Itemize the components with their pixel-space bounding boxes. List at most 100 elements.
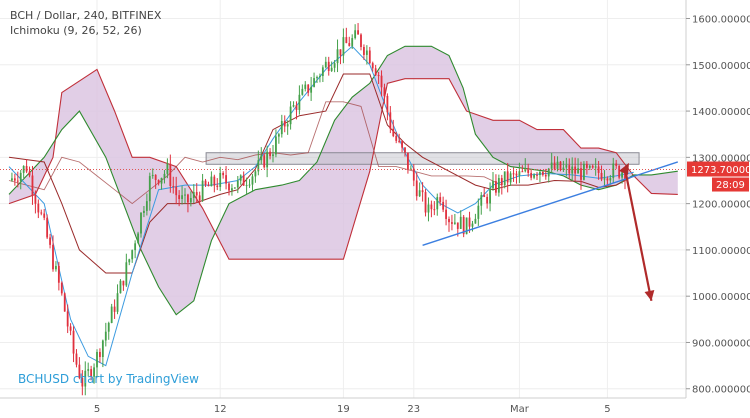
- symbol-title[interactable]: BCH / Dollar, 240, BITFINEX: [10, 9, 162, 22]
- candle-down: [430, 204, 433, 210]
- candle-down: [57, 265, 60, 283]
- candle-up: [257, 160, 260, 172]
- candle-down: [357, 30, 359, 35]
- candle-up: [201, 180, 204, 201]
- y-tick-label: 1100.000000: [692, 246, 750, 257]
- candle-down: [213, 176, 216, 186]
- candle-down: [615, 163, 618, 166]
- candle-up: [266, 151, 269, 168]
- time-axis[interactable]: 5 12 19 23 Mar 5: [0, 397, 686, 415]
- candle-up: [603, 178, 606, 180]
- candle-down: [624, 172, 626, 180]
- candle-up: [145, 201, 148, 211]
- indicator-title[interactable]: Ichimoku (9, 26, 52, 26): [10, 24, 142, 37]
- candle-down: [495, 181, 497, 193]
- candle-down: [187, 194, 189, 203]
- candle-down: [445, 209, 447, 219]
- candle-down: [195, 192, 198, 196]
- candle-up: [436, 197, 439, 210]
- candle-up: [131, 250, 134, 260]
- candle-up: [313, 78, 315, 87]
- resistance-zone: [205, 152, 640, 165]
- candle-down: [448, 218, 450, 223]
- candle-up: [497, 178, 500, 193]
- y-tick-label: 1000.000000: [692, 292, 750, 303]
- candle-down: [222, 172, 225, 176]
- candle-down: [606, 178, 609, 181]
- candle-up: [181, 195, 183, 200]
- candle-down: [374, 68, 377, 76]
- candle-up: [477, 205, 480, 219]
- candle-up: [148, 176, 151, 202]
- candle-up: [333, 63, 336, 68]
- candle-down: [269, 151, 271, 157]
- candle-down: [404, 147, 406, 153]
- candle-down: [585, 163, 588, 168]
- ascending-trendline: [422, 161, 679, 246]
- candle-up: [192, 192, 195, 198]
- candle-up: [260, 155, 263, 161]
- candle-up: [550, 162, 553, 169]
- candle-down: [175, 186, 178, 196]
- candle-up: [547, 168, 550, 177]
- candle-up: [231, 188, 233, 191]
- candle-up: [184, 194, 186, 196]
- candle-up: [119, 280, 122, 294]
- forecast-arrow-head: [644, 290, 655, 301]
- candle-down: [401, 141, 403, 148]
- candle-up: [565, 165, 568, 168]
- candle-down: [216, 185, 219, 187]
- candle-down: [468, 217, 471, 227]
- senkou-span-b-line: [8, 68, 678, 260]
- candle-up: [107, 322, 110, 332]
- candle-up: [137, 233, 139, 244]
- price-axis[interactable]: 800.000000 900.000000 1000.000000 1100.0000…: [685, 0, 750, 418]
- candle-up: [588, 165, 591, 168]
- candle-down: [307, 84, 310, 93]
- candle-up: [292, 105, 295, 107]
- candle-up: [342, 37, 345, 56]
- candle-down: [66, 311, 69, 327]
- candle-down: [424, 192, 427, 213]
- candle-up: [336, 49, 339, 64]
- candle-down: [544, 174, 547, 177]
- candle-up: [298, 94, 301, 110]
- candle-down: [506, 171, 509, 183]
- candle-up: [492, 181, 494, 189]
- candle-down: [383, 87, 386, 96]
- candle-up: [539, 171, 541, 176]
- candle-down: [16, 180, 19, 182]
- x-tick-label: 5: [94, 404, 100, 415]
- candle-up: [104, 331, 107, 341]
- candle-down: [500, 178, 503, 186]
- candle-down: [433, 209, 436, 211]
- candle-down: [40, 212, 43, 214]
- candle-up: [254, 171, 257, 177]
- candle-down: [225, 175, 227, 184]
- candle-up: [489, 188, 491, 204]
- candle-down: [37, 203, 40, 213]
- candle-up: [84, 370, 87, 387]
- candle-down: [439, 197, 442, 202]
- candle-up: [280, 121, 283, 135]
- candle-countdown: 28:09: [716, 180, 745, 191]
- resistance-box: [205, 152, 640, 165]
- candle-up: [418, 190, 421, 197]
- candle-up: [245, 185, 248, 187]
- candle-up: [286, 124, 289, 127]
- x-tick-label: 12: [214, 404, 227, 415]
- candle-up: [533, 174, 535, 178]
- candle-down: [154, 174, 157, 181]
- candle-down: [412, 168, 415, 181]
- candle-up: [219, 172, 222, 187]
- candle-up: [96, 351, 98, 368]
- candle-up: [465, 217, 468, 235]
- candle-down: [521, 171, 524, 173]
- candle-down: [415, 180, 418, 197]
- candle-down: [31, 175, 34, 195]
- candle-down: [345, 37, 348, 44]
- candle-up: [503, 171, 506, 186]
- candle-down: [72, 330, 75, 354]
- candle-down: [395, 136, 398, 141]
